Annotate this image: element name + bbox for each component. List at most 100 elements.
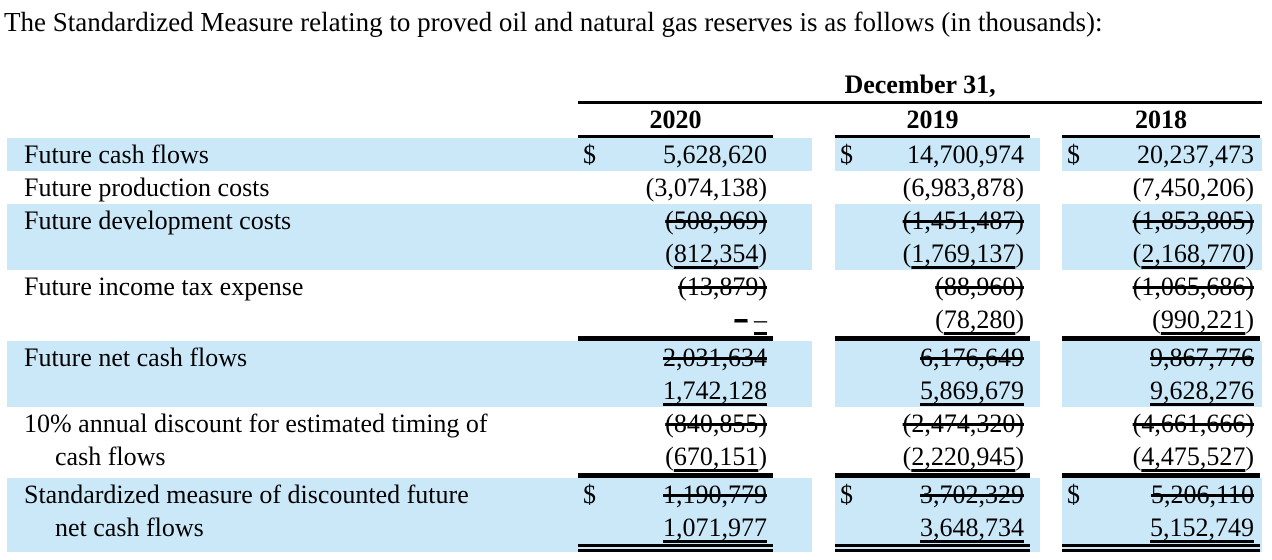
- table-row-future-cash-flows: Future cash flows $5,628,620 $14,700,974 $2…: [7, 138, 1262, 171]
- deleted-value: –: [734, 305, 748, 334]
- dollar-sign: [578, 270, 617, 303]
- dollar-sign: $: [1067, 140, 1080, 169]
- column-gutter: [812, 171, 835, 204]
- empty-header-cell: [7, 104, 578, 138]
- value-cell-2019: $3,702,329 3,648,734: [835, 478, 1040, 552]
- value-lines: 1,190,779 1,071,977: [617, 478, 773, 544]
- value-line: 6,176,649: [874, 341, 1030, 374]
- empty-header-cell: [7, 68, 578, 104]
- column-gutter: [812, 204, 835, 270]
- value-line: 14,700,974: [874, 138, 1030, 171]
- value-cell-2018: (7,450,206): [1062, 171, 1262, 204]
- inserted-value: 1,769,137: [911, 239, 1016, 268]
- value-line: 5,152,749: [1101, 511, 1260, 544]
- value-text: (: [1132, 239, 1142, 268]
- value-text: (: [1152, 305, 1161, 334]
- deleted-value: (88,960): [935, 272, 1024, 301]
- value-text: ): [1245, 239, 1254, 268]
- inserted-value: 812,354: [673, 239, 759, 268]
- column-gutter: [812, 270, 835, 341]
- value-lines: (2,474,320) (2,220,945): [874, 407, 1030, 473]
- value-cell-2018: 9,867,776 9,628,276: [1062, 341, 1262, 407]
- value-rule-box: (7,450,206): [1062, 171, 1260, 204]
- column-gutter: [1040, 171, 1062, 204]
- value-rule-box: 2,031,634 1,742,128: [578, 341, 773, 407]
- row-label-line: Future cash flows: [24, 140, 209, 169]
- deleted-value: (1,065,686): [1132, 272, 1254, 301]
- table-row-standardized-measure-of-discounted-future-net-cash-flows: Standardized measure of discounted futur…: [7, 478, 1262, 552]
- value-text: (: [665, 442, 674, 471]
- deleted-value: (508,969): [665, 206, 767, 235]
- inserted-value: 9,628,276: [1150, 376, 1254, 405]
- dollar-sign: [578, 341, 617, 374]
- dollar-sign: [835, 341, 874, 374]
- dollar-sign: $: [840, 140, 853, 169]
- value-line: (78,280): [874, 303, 1030, 336]
- inserted-value: 670,151: [673, 442, 759, 471]
- column-gutter: [1040, 104, 1062, 138]
- value-line: 1,190,779: [617, 478, 773, 511]
- value-line: (88,960): [874, 270, 1030, 303]
- table-rows: Future cash flows $5,628,620 $14,700,974 $2…: [7, 138, 1262, 552]
- value-line: 1,742,128: [617, 374, 773, 407]
- value-cell-2020: (508,969) (812,354): [578, 204, 812, 270]
- value-cell-2018: (4,661,666) (4,475,527): [1062, 407, 1262, 478]
- inserted-value: 2,168,770: [1141, 239, 1246, 268]
- value-cell-2020: $1,190,779 1,071,977: [578, 478, 812, 552]
- value-lines: 9,867,776 9,628,276: [1101, 341, 1260, 407]
- column-gutter: [812, 478, 835, 552]
- intro-paragraph: The Standardized Measure relating to pro…: [4, 7, 1103, 37]
- value-cell-2019: (6,983,878): [835, 171, 1040, 204]
- year-header-cell: 2020: [578, 104, 812, 138]
- value-line: 5,206,110: [1101, 478, 1260, 511]
- inserted-value: 1,071,977: [663, 513, 767, 542]
- value-line: (670,151): [617, 440, 773, 473]
- value-text: (: [1132, 442, 1142, 471]
- value-line: (508,969): [617, 204, 773, 237]
- value-lines: (840,855) (670,151): [617, 407, 773, 473]
- dollar-sign: $: [840, 480, 853, 509]
- value-rule-box: $20,237,473: [1062, 138, 1260, 171]
- inserted-value: 990,221: [1160, 305, 1246, 334]
- value-line: (840,855): [617, 407, 773, 440]
- year-label-2020: 2020: [649, 105, 702, 134]
- table-row-future-development-costs: Future development costs (508,969) (812,35…: [7, 204, 1262, 270]
- value-lines: (13,879) – –: [617, 270, 773, 336]
- table-row-future-net-cash-flows: Future net cash flows 2,031,634 1,742,128 6…: [7, 341, 1262, 407]
- value-rule-box: $14,700,974: [835, 138, 1030, 171]
- row-label: Future net cash flows: [7, 341, 578, 407]
- value-rule-box: (1,065,686) (990,221): [1062, 270, 1260, 341]
- value-line: 20,237,473: [1101, 138, 1260, 171]
- value-cell-2020: (840,855) (670,151): [578, 407, 812, 478]
- date-header-row: December 31,: [7, 68, 1262, 104]
- value-line: (2,168,770): [1101, 237, 1260, 270]
- dollar-sign: [1062, 341, 1101, 374]
- value-lines: (4,661,666) (4,475,527): [1101, 407, 1260, 473]
- inserted-value: 78,280: [943, 305, 1016, 334]
- value-rule-box: (3,074,138): [578, 171, 773, 204]
- deleted-value: 1,190,779: [663, 480, 767, 509]
- value-line: (1,065,686): [1101, 270, 1260, 303]
- deleted-value: 9,867,776: [1150, 343, 1254, 372]
- value-text: (3,074,138): [645, 173, 767, 202]
- column-gutter: [1040, 407, 1062, 478]
- value-rule-box: $3,702,329 3,648,734: [835, 478, 1030, 552]
- value-lines: (88,960) (78,280): [874, 270, 1030, 336]
- inserted-value: 5,152,749: [1150, 513, 1254, 542]
- inserted-value: –: [754, 305, 767, 334]
- column-gutter: [1040, 341, 1062, 407]
- date-header: December 31,: [578, 68, 1262, 104]
- row-label: Future development costs: [7, 204, 578, 270]
- value-lines: 2,031,634 1,742,128: [617, 341, 773, 407]
- value-rule-box: $5,206,110 5,152,749: [1062, 478, 1260, 552]
- value-lines: 5,206,110 5,152,749: [1101, 478, 1260, 544]
- value-rule-box: (1,853,805) (2,168,770): [1062, 204, 1260, 270]
- value-text: ): [1015, 239, 1024, 268]
- value-text: ): [1015, 442, 1024, 471]
- dollar-sign: [578, 204, 617, 237]
- value-rule-box: (2,474,320) (2,220,945): [835, 407, 1030, 478]
- dollar-sign: [1062, 171, 1101, 204]
- dollar-sign: [835, 407, 874, 440]
- value-lines: (7,450,206): [1101, 171, 1260, 204]
- deleted-value: (840,855): [665, 409, 767, 438]
